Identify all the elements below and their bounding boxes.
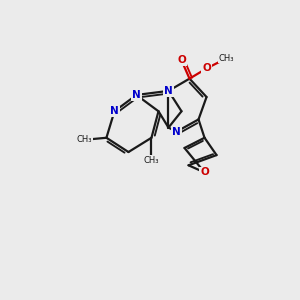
Text: N: N — [164, 86, 173, 96]
Text: CH₃: CH₃ — [76, 135, 92, 144]
Text: CH₃: CH₃ — [144, 156, 159, 165]
Text: O: O — [177, 55, 186, 65]
Text: CH₃: CH₃ — [219, 54, 234, 63]
Text: N: N — [172, 127, 181, 137]
Text: N: N — [132, 90, 141, 100]
Text: N: N — [110, 106, 119, 116]
Text: O: O — [202, 64, 211, 74]
Text: O: O — [200, 167, 209, 177]
